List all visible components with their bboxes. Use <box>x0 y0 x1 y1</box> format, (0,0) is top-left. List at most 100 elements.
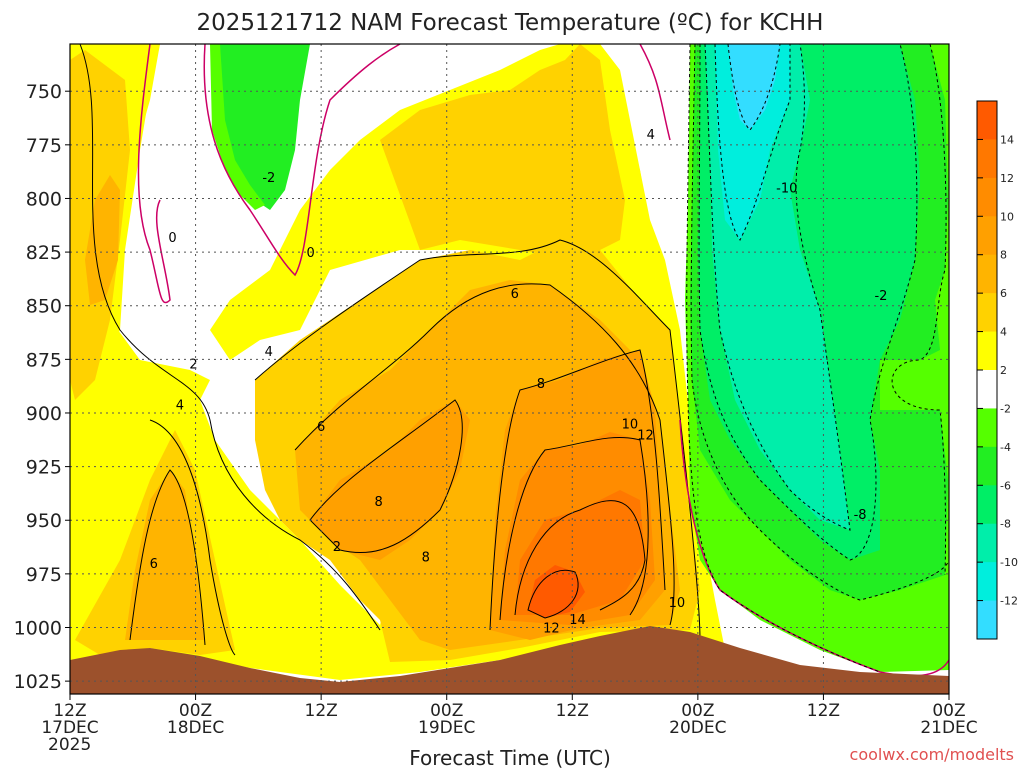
colorbar-band-6 <box>977 331 997 371</box>
x-tick-label-5-1: 00Z <box>681 701 714 721</box>
colorbar-band-10 <box>977 485 997 525</box>
colorbar-band-2 <box>977 177 997 217</box>
colorbar-label-11: -10 <box>1000 556 1018 569</box>
contour-label-18: 14 <box>569 613 586 628</box>
contour-line-neg6 <box>698 43 918 561</box>
contour-label-0: 4 <box>176 398 184 413</box>
contour-lines <box>79 43 701 656</box>
contour-label-12: 6 <box>511 287 519 302</box>
contour-label-15: 4 <box>647 128 655 143</box>
contour-label-11: 8 <box>537 377 545 392</box>
x-tick-label-7-2: 21DEC <box>920 718 977 738</box>
contour-label-8: 8 <box>375 495 383 510</box>
fill-band-cold-pocket-edge <box>210 44 265 210</box>
colorbar: 14 12 10 8 6 4 2 -2 -4 -6 -8 -10 -12 <box>976 100 1018 640</box>
colorbar-band-0 <box>977 101 997 140</box>
contour-label-14: 12 <box>637 428 654 443</box>
x-tick-label-0-1: 12Z <box>53 701 86 721</box>
fill-band-4-6-top <box>380 44 625 260</box>
contour-label-4: -2 <box>262 171 275 186</box>
contour-label-17: 12 <box>543 621 560 636</box>
x-tick-label-1-1: 00Z <box>179 701 212 721</box>
contour-label-20: -2 <box>874 289 887 304</box>
y-tick-label-850: 850 <box>26 296 62 318</box>
contour-line-6b <box>294 283 675 626</box>
contour-label-7: 6 <box>317 420 325 435</box>
colorbar-label-3: 8 <box>1000 249 1007 262</box>
x-tick-label-5-2: 20DEC <box>669 718 726 738</box>
y-tick-label-825: 825 <box>26 242 62 264</box>
contour-line-10 <box>499 436 649 621</box>
y-tick-label-750: 750 <box>26 81 62 103</box>
colorbar-label-9: -6 <box>1000 479 1011 492</box>
colorbar-band-9 <box>977 446 997 486</box>
grid-lines <box>70 44 949 694</box>
zero-contours <box>137 43 950 677</box>
y-axis: 750 775 800 825 850 875 900 925 950 975 1000 1025 <box>14 81 70 693</box>
contour-line-neg12 <box>727 43 781 131</box>
plot-border <box>69 43 950 695</box>
contour-line-4b <box>254 239 701 641</box>
colorbar-band-11 <box>977 523 997 563</box>
y-tick-label-1000: 1000 <box>14 617 62 639</box>
colorbar-label-0: 14 <box>1000 133 1014 146</box>
contour-line-neg2b <box>891 43 947 576</box>
y-tick-label-875: 875 <box>26 349 62 371</box>
colorbar-label-1: 12 <box>1000 172 1014 185</box>
contour-line-4 <box>149 419 236 656</box>
colorbar-label-2: 10 <box>1000 210 1014 223</box>
colorbar-band-12 <box>977 562 997 602</box>
contour-label-21: -8 <box>854 508 867 523</box>
fill-band-neg12-neg14 <box>728 44 780 130</box>
contour-label-16: 10 <box>669 596 686 611</box>
colorbar-band-5 <box>977 293 997 333</box>
colorbar-band-1 <box>977 139 997 179</box>
contour-line-2 <box>79 43 381 631</box>
chart-title: 2025121712 NAM Forecast Temperature (ºC)… <box>197 10 824 36</box>
contour-label-1: 2 <box>189 358 197 373</box>
colorbar-label-4: 6 <box>1000 287 1007 300</box>
colorbar-label-6: 2 <box>1000 364 1007 377</box>
colorbar-band-3 <box>977 216 997 256</box>
x-tick-label-3-1: 00Z <box>430 701 463 721</box>
y-tick-label-925: 925 <box>26 457 62 479</box>
x-tick-label-0-2: 17DEC <box>41 718 98 738</box>
contour-label-13: 10 <box>622 418 639 433</box>
contour-label-2: 0 <box>168 231 176 246</box>
y-tick-label-800: 800 <box>26 188 62 210</box>
negative-contours <box>686 43 950 673</box>
colorbar-band-7 <box>977 370 997 409</box>
colorbar-label-10: -8 <box>1000 518 1011 531</box>
fill-band-14-16 <box>528 565 585 618</box>
y-tick-label-950: 950 <box>26 510 62 532</box>
contour-label-3: 6 <box>150 557 158 572</box>
colorbar-label-8: -4 <box>1000 441 1011 454</box>
x-tick-label-0-3: 2025 <box>48 735 91 755</box>
contour-line-8b <box>489 349 666 631</box>
temperature-fill-regions <box>70 44 949 680</box>
zero-contour-top <box>203 43 401 277</box>
colorbar-label-12: -12 <box>1000 595 1018 608</box>
colorbar-label-7: -2 <box>1000 402 1011 415</box>
x-tick-label-1-2: 18DEC <box>167 718 224 738</box>
contour-line-neg4 <box>690 43 950 601</box>
x-axis-label: Forecast Time (UTC) <box>409 746 611 768</box>
colorbar-band-13 <box>977 600 997 640</box>
y-tick-label-775: 775 <box>26 135 62 157</box>
terrain-surface <box>70 626 949 694</box>
contour-label-5: 0 <box>307 246 315 261</box>
contour-line-neg10 <box>714 43 791 241</box>
colorbar-band-8 <box>977 408 997 448</box>
colorbar-label-5: 4 <box>1000 326 1007 339</box>
x-tick-label-7-1: 00Z <box>932 701 965 721</box>
contour-label-9: 2 <box>333 540 341 555</box>
x-tick-label-4-1: 12Z <box>556 701 589 721</box>
fill-band-6-8-left <box>85 175 120 305</box>
fill-band-6-8-bottom-left <box>125 470 205 640</box>
contour-label-6: 4 <box>265 345 273 360</box>
